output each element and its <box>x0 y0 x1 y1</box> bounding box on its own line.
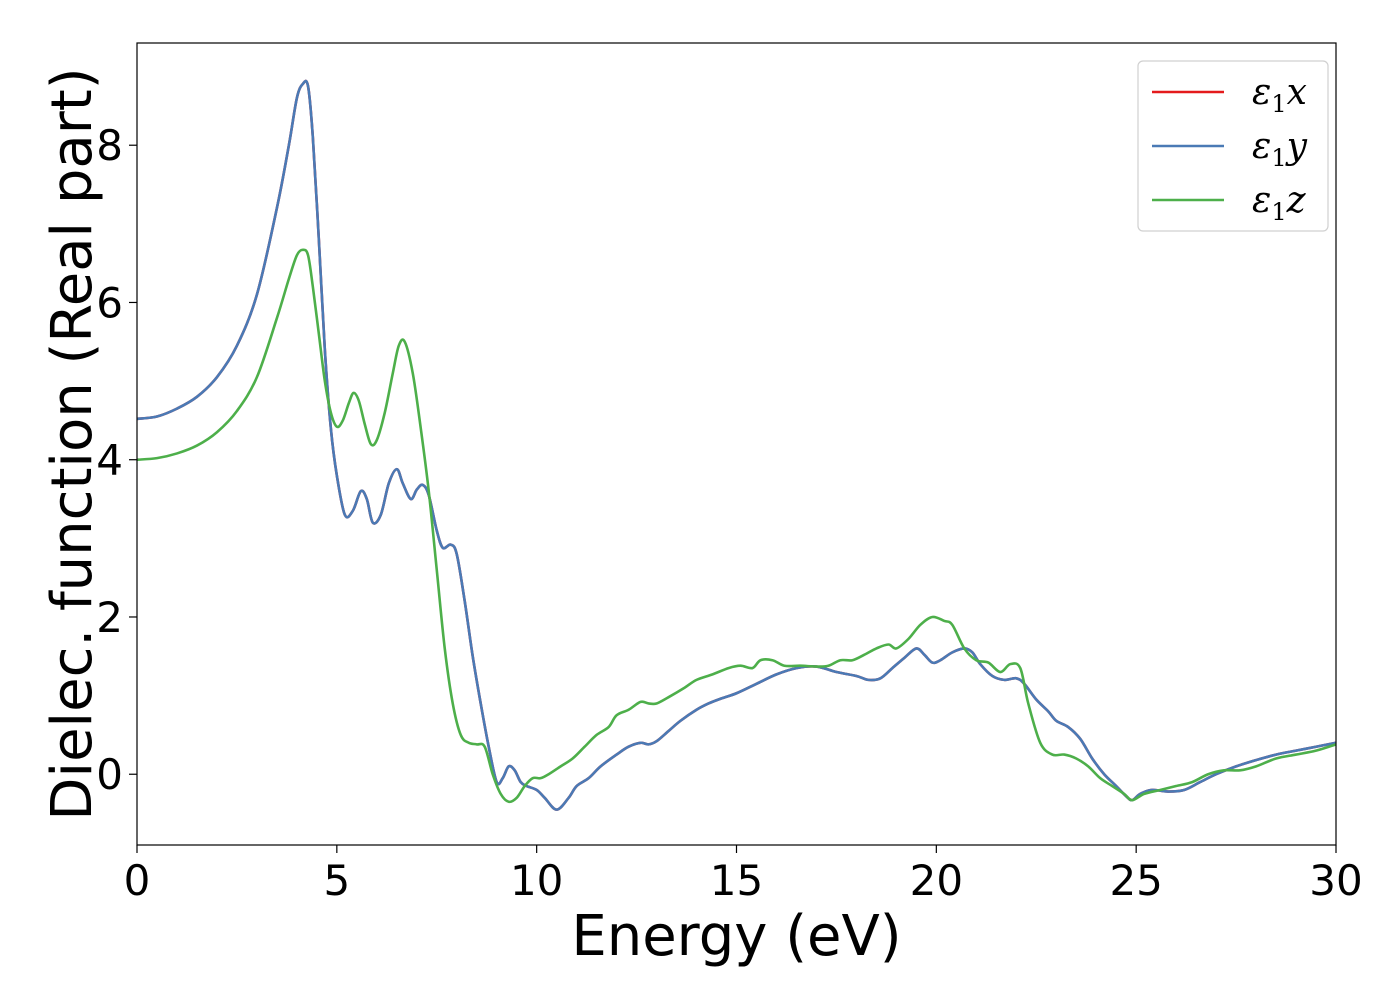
series-layer <box>137 79 1336 811</box>
legend: ε1x ε1y ε1z <box>1137 60 1329 232</box>
legend-box <box>1137 60 1329 232</box>
y-tick-label: 2 <box>96 593 123 642</box>
x-tick-label: 15 <box>710 856 763 905</box>
y-axis-title: Dielec. function (Real part) <box>40 67 105 820</box>
y-tick-label: 8 <box>96 121 123 170</box>
series-line-z <box>137 248 1336 804</box>
x-tick-label: 0 <box>124 856 151 905</box>
x-tick-label: 10 <box>510 856 563 905</box>
x-tick-label: 20 <box>910 856 963 905</box>
series-line-y <box>137 79 1336 811</box>
x-tick-label: 5 <box>323 856 350 905</box>
legend-label-z: ε1z <box>1252 180 1307 226</box>
y-axis: 0 2 4 6 8 <box>96 121 137 799</box>
x-axis-title: Energy (eV) <box>571 904 901 969</box>
legend-label-y: ε1y <box>1252 126 1308 172</box>
x-axis: 0 5 10 15 20 25 30 <box>124 845 1363 905</box>
y-tick-label: 0 <box>96 750 123 799</box>
x-tick-label: 25 <box>1109 856 1162 905</box>
y-tick-label: 4 <box>96 436 123 485</box>
x-tick-label: 30 <box>1309 856 1362 905</box>
y-tick-label: 6 <box>96 278 123 327</box>
legend-label-x: ε1x <box>1252 72 1307 118</box>
